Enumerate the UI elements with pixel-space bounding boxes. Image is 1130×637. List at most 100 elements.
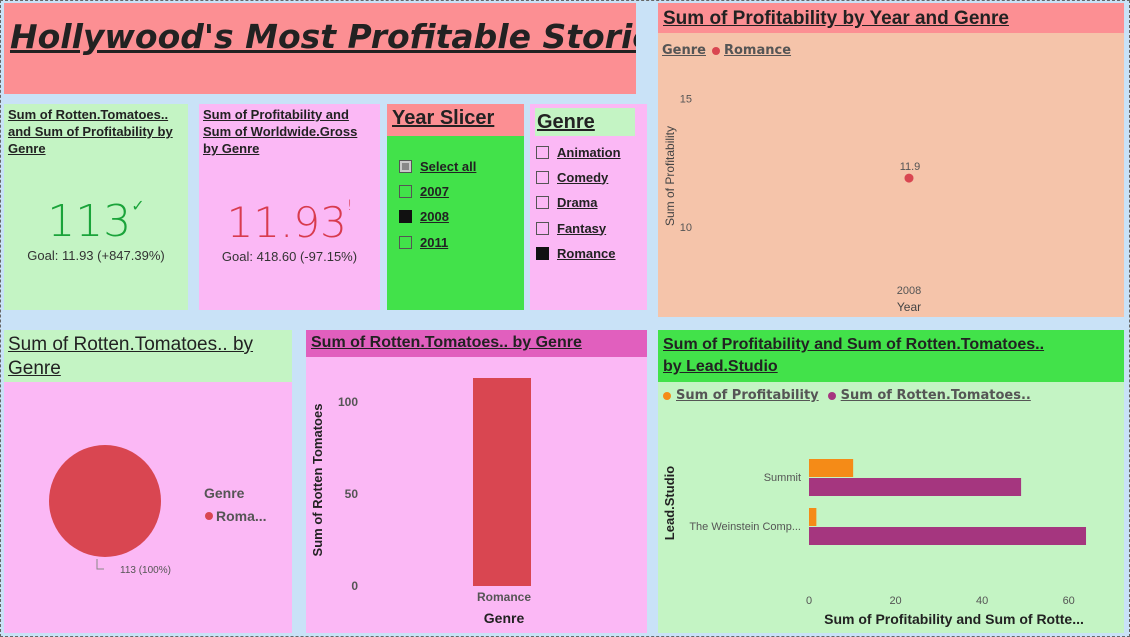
y-tick-label: Summit bbox=[764, 472, 801, 484]
bar bbox=[809, 459, 854, 477]
slicer-item-animation[interactable]: Animation bbox=[536, 143, 621, 161]
hbar-title: Sum of Profitability and Sum of Rotten.T… bbox=[663, 334, 1044, 378]
slicer-item-label: Animation bbox=[557, 144, 621, 160]
x-tick-label: 0 bbox=[806, 595, 812, 607]
bar bbox=[473, 378, 531, 586]
legend-item-profitability: Sum of Profitability bbox=[676, 388, 819, 403]
genre-slicer[interactable]: Genre Animation Comedy Drama Fantasy Rom… bbox=[530, 104, 647, 310]
bar bbox=[809, 527, 1087, 545]
genre-slicer-title: Genre bbox=[537, 111, 595, 133]
y-tick-label: 100 bbox=[338, 395, 358, 409]
kpi-goal: Goal: 418.60 (-97.15%) bbox=[221, 249, 358, 264]
pie-plot: 113 (100%) Genre Roma... bbox=[49, 445, 267, 576]
legend-title: Genre bbox=[204, 485, 245, 501]
y-axis-label: Sum of Profitability bbox=[663, 126, 677, 226]
bar bbox=[809, 478, 1022, 496]
kpi-goal: Goal: 11.93 (+847.39%) bbox=[27, 248, 165, 263]
x-axis-label: Genre bbox=[484, 610, 525, 626]
checkbox-icon[interactable] bbox=[399, 184, 412, 198]
kpi-value: 113 bbox=[47, 196, 132, 247]
bar-header bbox=[306, 330, 647, 357]
x-tick-label: 2008 bbox=[897, 285, 921, 297]
hbar-plot: Summit The Weinstein Comp... 0 20 40 60 Sum of… bbox=[662, 459, 1087, 627]
slicer-item-label: 2007 bbox=[420, 183, 449, 199]
kpi-title: Sum of Profitability and Sum of Worldwid… bbox=[203, 107, 358, 156]
bar bbox=[809, 508, 817, 526]
kpi-value-wrap: 113✓ bbox=[4, 196, 188, 247]
checkbox-icon[interactable] bbox=[399, 209, 412, 223]
y-tick-label: 0 bbox=[351, 579, 358, 593]
scatter-point bbox=[904, 173, 914, 183]
slicer-item-label: Romance bbox=[557, 245, 616, 261]
slicer-item-select-all[interactable]: Select all bbox=[399, 157, 476, 175]
checkmark-icon: ✓ bbox=[131, 196, 145, 215]
scatter-header bbox=[658, 3, 1124, 33]
slicer-item-comedy[interactable]: Comedy bbox=[536, 168, 608, 186]
year-slicer-header: Year Slicer bbox=[387, 104, 524, 136]
checkbox-icon[interactable] bbox=[399, 235, 412, 249]
year-slicer[interactable]: Year Slicer Select all 2007 2008 2011 bbox=[387, 104, 524, 310]
dashboard-title: Hollywood's Most Profitable Stories bbox=[10, 17, 636, 56]
y-axis-label: Sum of Rotten Tomatoes bbox=[310, 404, 325, 557]
checkbox-icon[interactable] bbox=[536, 145, 549, 159]
slicer-item-label: 2008 bbox=[420, 208, 449, 224]
y-tick-label: 15 bbox=[680, 94, 692, 106]
slicer-item-2008[interactable]: 2008 bbox=[399, 207, 449, 225]
slicer-item-2011[interactable]: 2011 bbox=[399, 233, 448, 251]
x-tick-label: 40 bbox=[976, 595, 988, 607]
pie-title: Sum of Rotten.Tomatoes.. by Genre bbox=[8, 334, 254, 379]
x-tick-label: 60 bbox=[1063, 595, 1075, 607]
pie-slice bbox=[49, 445, 161, 557]
slicer-item-fantasy[interactable]: Fantasy bbox=[536, 219, 606, 237]
checkbox-icon[interactable] bbox=[536, 195, 549, 209]
legend-title: Genre bbox=[662, 43, 706, 58]
slice-label: 113 (100%) bbox=[120, 565, 171, 576]
hbar-chart-by-lead-studio[interactable]: Sum of Profitability and Sum of Rotten.T… bbox=[658, 330, 1124, 633]
slicer-item-romance[interactable]: Romance bbox=[536, 244, 616, 262]
scatter-title: Sum of Profitability by Year and Genre bbox=[663, 8, 1009, 29]
x-tick-label: Romance bbox=[477, 590, 531, 604]
kpi-card-rotten-tomatoes[interactable]: Sum of Rotten.Tomatoes.. and Sum of Prof… bbox=[4, 104, 188, 310]
y-tick-label: The Weinstein Comp... bbox=[689, 521, 801, 533]
slicer-item-label: Fantasy bbox=[557, 220, 607, 236]
slicer-item-label: Drama bbox=[557, 194, 598, 210]
legend-dot-icon bbox=[827, 391, 836, 400]
pie-header bbox=[4, 330, 292, 382]
y-tick-label: 50 bbox=[345, 487, 359, 501]
checkbox-icon[interactable] bbox=[399, 159, 412, 173]
hbar-header bbox=[658, 330, 1124, 382]
checkbox-icon[interactable] bbox=[536, 170, 549, 184]
x-axis-label: Sum of Profitability and Sum of Rotte... bbox=[824, 611, 1084, 627]
slicer-item-label: Select all bbox=[420, 158, 477, 174]
data-label: 11.9 bbox=[900, 161, 921, 173]
checkbox-icon[interactable] bbox=[536, 221, 549, 235]
legend-item: Roma... bbox=[216, 508, 267, 524]
dashboard-title-panel: Hollywood's Most Profitable Stories bbox=[4, 3, 636, 94]
warning-icon: ! bbox=[346, 198, 353, 214]
kpi-card-profitability[interactable]: Sum of Profitability and Sum of Worldwid… bbox=[199, 104, 380, 310]
y-axis-label: Lead.Studio bbox=[662, 466, 677, 540]
hbar-legend: Sum of Profitability Sum of Rotten.Tomat… bbox=[663, 388, 1031, 403]
genre-slicer-header: Genre bbox=[535, 108, 635, 136]
kpi-value: 11.93 bbox=[226, 198, 347, 247]
legend-item-rotten: Sum of Rotten.Tomatoes.. bbox=[840, 388, 1031, 403]
legend-item: Romance bbox=[723, 43, 792, 58]
x-tick-label: 20 bbox=[889, 595, 901, 607]
checkbox-icon[interactable] bbox=[536, 246, 549, 260]
scatter-plot: 10 15 Sum of Profitability 2008 Year 11.9 bbox=[663, 94, 921, 314]
kpi-title: Sum of Rotten.Tomatoes.. and Sum of Prof… bbox=[8, 107, 173, 156]
y-tick-label: 10 bbox=[680, 222, 692, 234]
slicer-item-label: 2011 bbox=[420, 234, 449, 250]
pie-chart-rotten-by-genre[interactable]: Sum of Rotten.Tomatoes.. by Genre 113 (1… bbox=[4, 330, 292, 633]
legend-dot-icon bbox=[663, 391, 671, 400]
slicer-item-2007[interactable]: 2007 bbox=[399, 182, 449, 200]
bar-chart-rotten-by-genre[interactable]: Sum of Rotten.Tomatoes.. by Genre 0 50 100… bbox=[306, 330, 647, 633]
scatter-chart-profitability-by-year[interactable]: Sum of Profitability by Year and Genre G… bbox=[658, 3, 1124, 317]
bar-plot: 0 50 100 Sum of Rotten Tomatoes Romance Genre bbox=[310, 378, 531, 626]
kpi-value-wrap: 11.93! bbox=[199, 198, 380, 247]
hbar-title-line1: Sum of Profitability and Sum of Rotten.T… bbox=[663, 336, 1045, 353]
bar-title: Sum of Rotten.Tomatoes.. by Genre bbox=[311, 334, 582, 351]
slicer-item-drama[interactable]: Drama bbox=[536, 193, 597, 211]
hbar-title-line2: by Lead.Studio bbox=[663, 358, 778, 375]
slice-leader-line bbox=[96, 559, 104, 570]
